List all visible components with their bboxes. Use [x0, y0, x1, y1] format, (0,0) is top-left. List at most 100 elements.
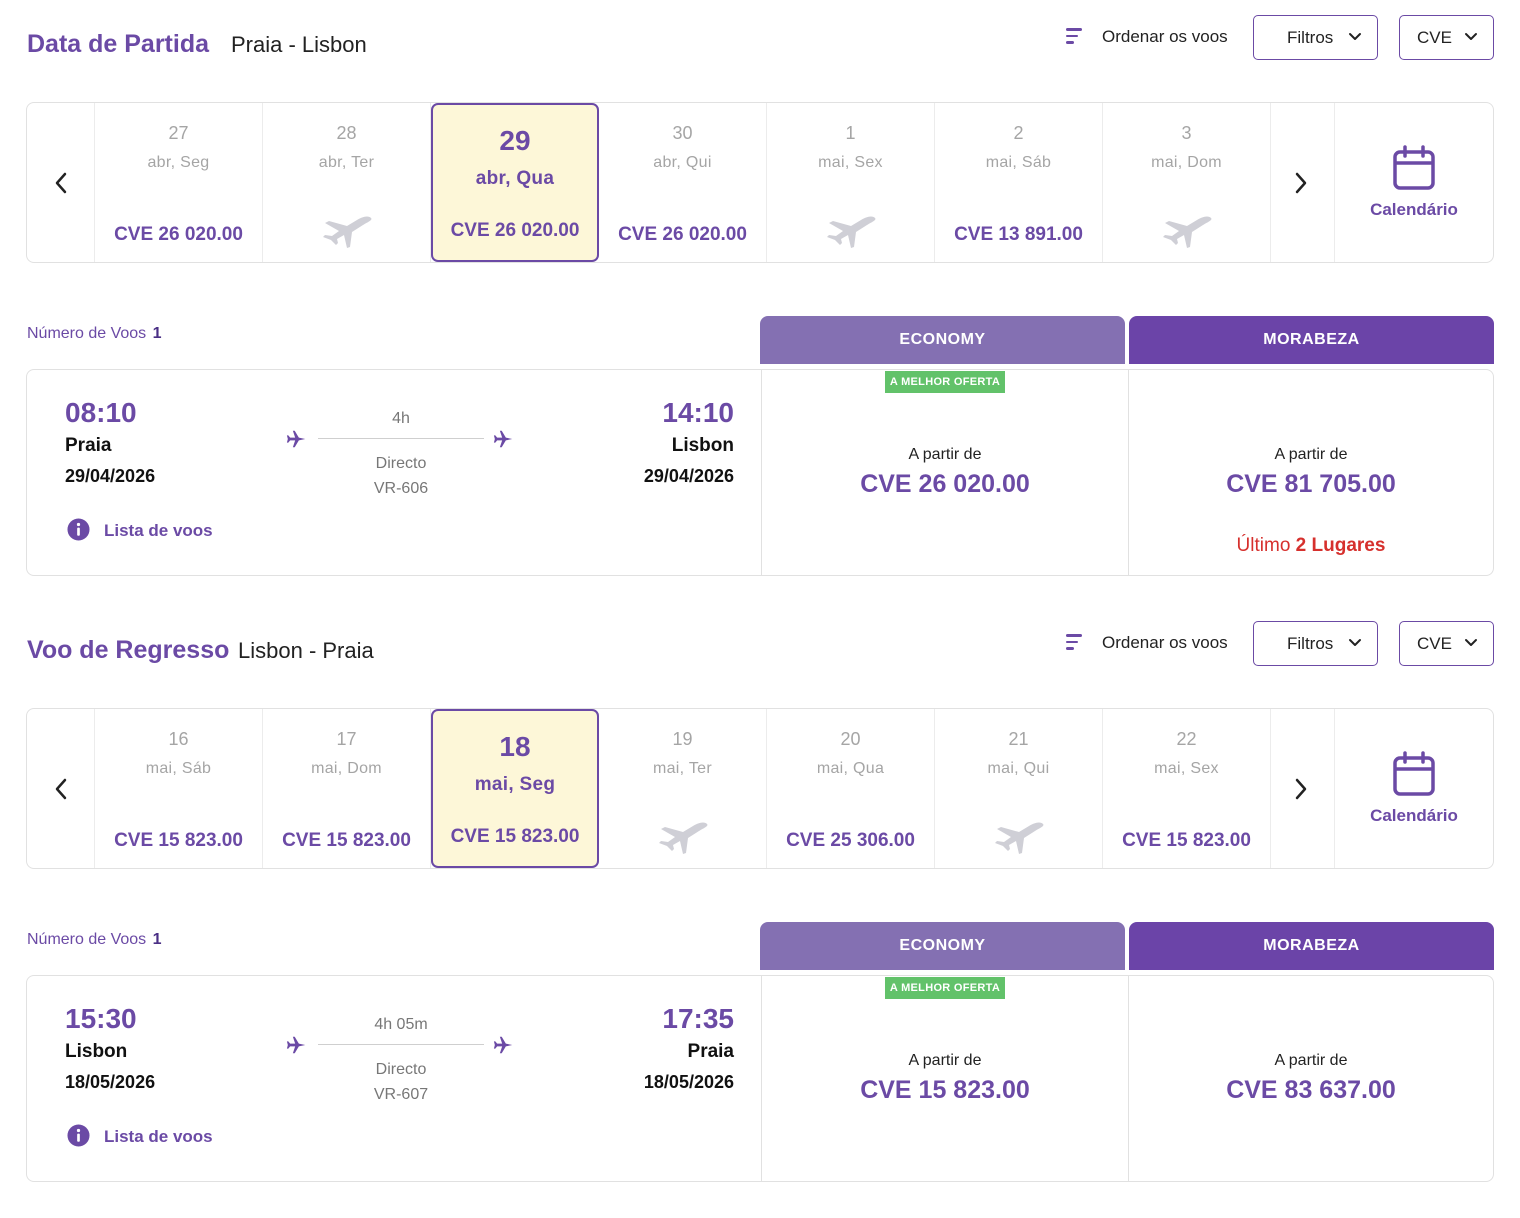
flight-list-link[interactable]: Lista de voos: [104, 521, 213, 540]
flight-count: Número de Voos 1: [27, 931, 162, 949]
day-price: CVE 26 020.00: [114, 224, 243, 245]
date-option-20[interactable]: 20 mai, Qua CVE 25 306.00: [767, 709, 935, 868]
day-number: 28: [336, 123, 357, 143]
flight-count-value: 1: [152, 931, 162, 948]
currency-label: CVE: [1417, 634, 1452, 653]
departure-city: Lisbon: [65, 1041, 128, 1062]
date-strip: 27 abr, Seg CVE 26 020.00 28 abr, Ter 29 abr, …: [26, 102, 1494, 263]
chevron-right-icon: [1295, 172, 1306, 193]
morabeza-fare[interactable]: A partir de CVE 81 705.00 Último 2 Lugar…: [1128, 370, 1493, 575]
day-label: mai, Seg: [474, 774, 556, 795]
chevron-down-icon: [1465, 33, 1477, 40]
date-option-27[interactable]: 27 abr, Seg CVE 26 020.00: [95, 103, 263, 262]
departure-plane-icon: [286, 1036, 306, 1054]
departure-date: 18/05/2026: [65, 1072, 156, 1092]
tab-morabeza[interactable]: MORABEZA: [1129, 922, 1494, 970]
next-dates-button[interactable]: [1267, 709, 1335, 868]
economy-price: CVE 26 020.00: [860, 470, 1030, 498]
sort-icon[interactable]: [1066, 28, 1084, 46]
morabeza-price: CVE 83 637.00: [1226, 1076, 1396, 1104]
prev-dates-button[interactable]: [27, 709, 95, 868]
date-option-17[interactable]: 17 mai, Dom CVE 15 823.00: [263, 709, 431, 868]
no-flight-plane-icon: [319, 209, 375, 249]
date-option-18[interactable]: 18 mai, Seg CVE 15 823.00: [431, 709, 599, 868]
date-option-22[interactable]: 22 mai, Sex CVE 15 823.00: [1103, 709, 1271, 868]
departure-time: 15:30: [65, 1003, 137, 1034]
calendar-button[interactable]: Calendário: [1335, 103, 1493, 262]
sort-icon[interactable]: [1066, 634, 1084, 652]
date-strip: 16 mai, Sáb CVE 15 823.00 17 mai, Dom CVE 15 …: [26, 708, 1494, 869]
no-flight-plane-icon: [655, 815, 711, 855]
calendar-button[interactable]: Calendário: [1335, 709, 1493, 868]
currency-label: CVE: [1417, 28, 1452, 47]
date-option-21[interactable]: 21 mai, Qui: [935, 709, 1103, 868]
economy-price: CVE 15 823.00: [860, 1076, 1030, 1104]
next-dates-button[interactable]: [1267, 103, 1335, 262]
day-price: CVE 15 823.00: [114, 830, 243, 851]
day-label: abr, Ter: [318, 154, 375, 171]
day-label: mai, Ter: [652, 760, 712, 777]
chevron-down-icon: [1465, 639, 1477, 646]
day-number: 2: [1013, 123, 1024, 143]
day-price: CVE 26 020.00: [450, 220, 580, 241]
flight-list-link[interactable]: Lista de voos: [104, 1127, 213, 1146]
flight-count-label: Número de Voos: [27, 325, 147, 342]
arrival-plane-icon: [493, 1036, 513, 1054]
chevron-left-icon: [55, 778, 66, 799]
prev-dates-button[interactable]: [27, 103, 95, 262]
filters-dropdown[interactable]: Filtros: [1253, 621, 1378, 666]
flight-count-label: Número de Voos: [27, 931, 147, 948]
flight-card: 15:30 Lisbon 18/05/2026 4h 05m Directo V…: [26, 975, 1494, 1182]
economy-fare[interactable]: A MELHOR OFERTA A partir de CVE 15 823.0…: [761, 976, 1128, 1181]
filters-dropdown[interactable]: Filtros: [1253, 15, 1378, 60]
seats-count: 2 Lugares: [1295, 535, 1386, 556]
day-number: 3: [1181, 123, 1192, 143]
day-number: 16: [168, 729, 189, 749]
no-flight-plane-icon: [991, 815, 1047, 855]
day-label: mai, Sex: [1154, 760, 1219, 777]
info-icon[interactable]: [67, 518, 90, 541]
date-option-16[interactable]: 16 mai, Sáb CVE 15 823.00: [95, 709, 263, 868]
flight-card: 08:10 Praia 29/04/2026 4h Directo VR-606…: [26, 369, 1494, 576]
info-icon[interactable]: [67, 1124, 90, 1147]
morabeza-price: CVE 81 705.00: [1226, 470, 1396, 498]
filters-label: Filtros: [1287, 28, 1334, 47]
day-number: 17: [336, 729, 357, 749]
calendar-icon: [1393, 751, 1435, 796]
tab-economy[interactable]: ECONOMY: [760, 316, 1125, 364]
date-option-19[interactable]: 19 mai, Ter: [599, 709, 767, 868]
date-option-3[interactable]: 3 mai, Dom: [1103, 103, 1271, 262]
flight-stops: Directo: [375, 455, 427, 472]
arrival-city: Lisbon: [671, 435, 734, 456]
best-offer-badge: A MELHOR OFERTA: [885, 371, 1005, 393]
flight-count-value: 1: [152, 325, 162, 342]
morabeza-fare[interactable]: A partir de CVE 83 637.00: [1128, 976, 1493, 1181]
currency-dropdown[interactable]: CVE: [1399, 621, 1494, 666]
best-offer-badge: A MELHOR OFERTA: [885, 977, 1005, 999]
economy-fare[interactable]: A MELHOR OFERTA A partir de CVE 26 020.0…: [761, 370, 1128, 575]
tab-economy[interactable]: ECONOMY: [760, 922, 1125, 970]
day-price: CVE 15 823.00: [282, 830, 411, 851]
arrival-date: 29/04/2026: [643, 466, 734, 486]
date-option-30[interactable]: 30 abr, Qui CVE 26 020.00: [599, 103, 767, 262]
tab-morabeza[interactable]: MORABEZA: [1129, 316, 1494, 364]
day-number: 20: [840, 729, 861, 749]
date-option-2[interactable]: 2 mai, Sáb CVE 13 891.00: [935, 103, 1103, 262]
day-label: mai, Dom: [311, 760, 382, 777]
calendar-label: Calendário: [1370, 200, 1458, 219]
arrival-date: 18/05/2026: [643, 1072, 734, 1092]
day-number: 30: [672, 123, 693, 143]
date-option-28[interactable]: 28 abr, Ter: [263, 103, 431, 262]
day-number: 22: [1176, 729, 1197, 749]
arrival-city: Praia: [687, 1041, 734, 1062]
sort-flights-button[interactable]: Ordenar os voos: [1102, 27, 1228, 46]
date-option-1[interactable]: 1 mai, Sex: [767, 103, 935, 262]
day-label: abr, Qui: [653, 154, 712, 171]
date-option-29[interactable]: 29 abr, Qua CVE 26 020.00: [431, 103, 599, 262]
day-number: 21: [1008, 729, 1029, 749]
from-label: A partir de: [1274, 1052, 1348, 1069]
currency-dropdown[interactable]: CVE: [1399, 15, 1494, 60]
departure-time: 08:10: [65, 397, 137, 428]
sort-flights-button[interactable]: Ordenar os voos: [1102, 633, 1228, 652]
flight-count: Número de Voos 1: [27, 325, 162, 343]
